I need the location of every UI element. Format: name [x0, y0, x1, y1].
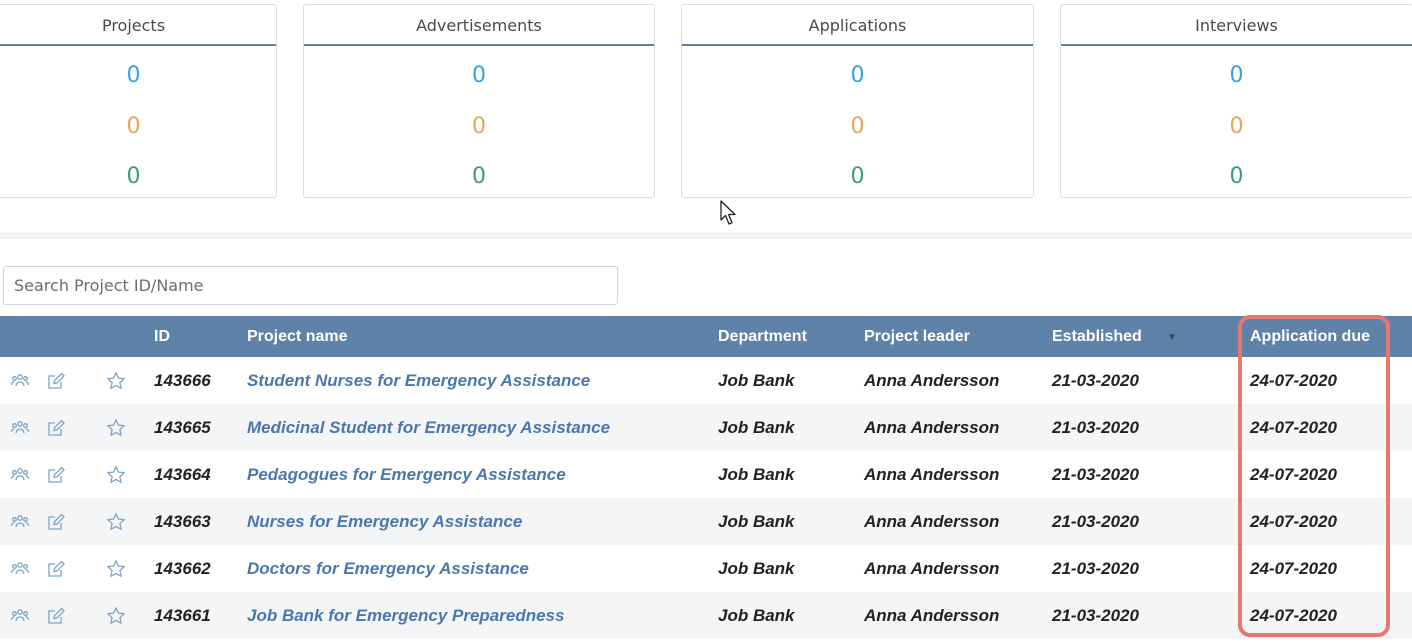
- sort-desc-icon[interactable]: ▼: [1167, 332, 1177, 343]
- cell-application-due: 24-07-2020: [1250, 559, 1337, 578]
- star-icon[interactable]: [106, 371, 126, 391]
- column-header-established[interactable]: Established: [1052, 328, 1142, 345]
- stat-card-title: Advertisements: [304, 5, 654, 46]
- people-icon[interactable]: [10, 465, 30, 485]
- cell-established: 21-03-2020: [1052, 606, 1139, 625]
- cell-id: 143665: [154, 418, 211, 437]
- stat-value-2[interactable]: 0: [1229, 114, 1244, 139]
- project-name-link[interactable]: Student Nurses for Emergency Assistance: [247, 371, 591, 390]
- project-name-link[interactable]: Job Bank for Emergency Preparedness: [247, 606, 565, 625]
- stat-value-3[interactable]: 0: [850, 164, 865, 189]
- search-input[interactable]: [3, 266, 618, 305]
- edit-icon[interactable]: [46, 465, 66, 485]
- cell-project-leader: Anna Andersson: [864, 559, 1000, 578]
- cell-application-due: 24-07-2020: [1250, 371, 1337, 390]
- cell-id: 143664: [154, 465, 211, 484]
- column-header-department[interactable]: Department: [718, 328, 807, 345]
- table-row[interactable]: 143663 Nurses for Emergency Assistance Job…: [0, 498, 1412, 545]
- table-row[interactable]: 143666 Student Nurses for Emergency Assis…: [0, 357, 1412, 404]
- stat-value-3[interactable]: 0: [472, 164, 486, 189]
- cell-project-leader: Anna Andersson: [864, 371, 1000, 390]
- table-row[interactable]: 143661 Job Bank for Emergency Preparednes…: [0, 592, 1412, 639]
- edit-icon[interactable]: [46, 418, 66, 438]
- cell-application-due: 24-07-2020: [1250, 465, 1337, 484]
- stat-card-interviews[interactable]: Interviews 0 0 0: [1060, 4, 1412, 198]
- edit-icon[interactable]: [46, 512, 66, 532]
- stat-value-2[interactable]: 0: [472, 114, 486, 139]
- section-divider: [0, 232, 1412, 239]
- people-icon[interactable]: [10, 606, 30, 626]
- table-row[interactable]: 143662 Doctors for Emergency Assistance Jo…: [0, 545, 1412, 592]
- stat-value-2[interactable]: 0: [126, 114, 141, 139]
- stat-card-title: Interviews: [1061, 5, 1412, 46]
- cell-established: 21-03-2020: [1052, 371, 1139, 390]
- cell-project-leader: Anna Andersson: [864, 606, 1000, 625]
- cell-id: 143663: [154, 512, 211, 531]
- projects-table: ID Project name Department Project leade…: [0, 316, 1412, 639]
- edit-icon[interactable]: [46, 371, 66, 391]
- stats-panel: Projects 0 0 0 Advertisements 0 0 0 Appl…: [0, 0, 1412, 232]
- cell-application-due: 24-07-2020: [1250, 418, 1337, 437]
- project-name-link[interactable]: Medicinal Student for Emergency Assistan…: [247, 418, 611, 437]
- cell-established: 21-03-2020: [1052, 418, 1139, 437]
- stat-card-title: Applications: [682, 5, 1033, 46]
- stat-value-3[interactable]: 0: [126, 164, 141, 189]
- column-header-project-name[interactable]: Project name: [247, 328, 348, 345]
- cell-id: 143662: [154, 559, 211, 578]
- star-icon[interactable]: [106, 559, 126, 579]
- cell-id: 143661: [154, 606, 211, 625]
- people-icon[interactable]: [10, 418, 30, 438]
- table-body: 143666 Student Nurses for Emergency Assis…: [0, 357, 1412, 639]
- stat-value-1[interactable]: 0: [126, 63, 141, 88]
- stat-value-3[interactable]: 0: [1229, 164, 1244, 189]
- cell-department: Job Bank: [718, 512, 795, 531]
- star-icon[interactable]: [106, 418, 126, 438]
- stat-card-title: Projects: [0, 5, 276, 46]
- table-row[interactable]: 143665 Medicinal Student for Emergency As…: [0, 404, 1412, 451]
- cell-department: Job Bank: [718, 606, 795, 625]
- project-name-link[interactable]: Pedagogues for Emergency Assistance: [247, 465, 566, 484]
- column-header-project-leader[interactable]: Project leader: [864, 328, 970, 345]
- column-header-application-due[interactable]: Application due: [1250, 328, 1370, 345]
- mouse-cursor-icon: [720, 200, 736, 225]
- stat-value-1[interactable]: 0: [1229, 63, 1244, 88]
- star-icon[interactable]: [106, 606, 126, 626]
- cell-established: 21-03-2020: [1052, 465, 1139, 484]
- cell-project-leader: Anna Andersson: [864, 465, 1000, 484]
- project-name-link[interactable]: Nurses for Emergency Assistance: [247, 512, 523, 531]
- cell-application-due: 24-07-2020: [1250, 512, 1337, 531]
- stat-card-applications[interactable]: Applications 0 0 0: [681, 4, 1034, 198]
- stat-card-advertisements[interactable]: Advertisements 0 0 0: [303, 4, 655, 198]
- cell-project-leader: Anna Andersson: [864, 418, 1000, 437]
- cell-department: Job Bank: [718, 559, 795, 578]
- star-icon[interactable]: [106, 465, 126, 485]
- stat-value-1[interactable]: 0: [850, 63, 865, 88]
- cell-department: Job Bank: [718, 371, 795, 390]
- people-icon[interactable]: [10, 559, 30, 579]
- stat-value-2[interactable]: 0: [850, 114, 865, 139]
- stat-value-1[interactable]: 0: [472, 63, 486, 88]
- cell-department: Job Bank: [718, 418, 795, 437]
- table-row[interactable]: 143664 Pedagogues for Emergency Assistanc…: [0, 451, 1412, 498]
- people-icon[interactable]: [10, 371, 30, 391]
- edit-icon[interactable]: [46, 559, 66, 579]
- cell-id: 143666: [154, 371, 211, 390]
- cell-project-leader: Anna Andersson: [864, 512, 1000, 531]
- star-icon[interactable]: [106, 512, 126, 532]
- people-icon[interactable]: [10, 512, 30, 532]
- table-header: ID Project name Department Project leade…: [0, 316, 1412, 357]
- project-name-link[interactable]: Doctors for Emergency Assistance: [247, 559, 529, 578]
- cell-established: 21-03-2020: [1052, 512, 1139, 531]
- cell-application-due: 24-07-2020: [1250, 606, 1337, 625]
- cell-established: 21-03-2020: [1052, 559, 1139, 578]
- stat-card-projects[interactable]: Projects 0 0 0: [0, 4, 277, 198]
- column-header-id[interactable]: ID: [154, 328, 170, 345]
- cell-department: Job Bank: [718, 465, 795, 484]
- edit-icon[interactable]: [46, 606, 66, 626]
